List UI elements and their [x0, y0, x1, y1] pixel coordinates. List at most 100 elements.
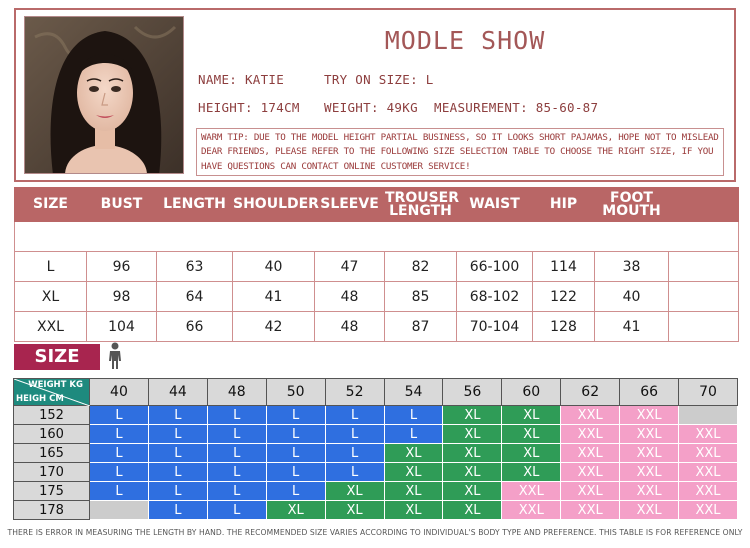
corner-diagonal-line [14, 379, 90, 406]
cell-bust: 98 [86, 281, 157, 312]
height-row-152: 152 L L L L L L XL XL XXL XXL [13, 405, 738, 425]
person-icon [109, 342, 121, 369]
cell-blank [668, 311, 739, 342]
size-cell: L [265, 405, 326, 425]
cell-waist: 66-100 [456, 251, 533, 282]
cell-trouser-length: 87 [384, 311, 457, 342]
weight-66: 66 [619, 378, 680, 406]
weight-40: 40 [89, 378, 149, 406]
weight-axis-label: WEIGHT KG [28, 380, 83, 390]
model-photo [24, 16, 184, 174]
size-cell: XXL [619, 424, 680, 444]
header-trouser-length: TROUSER LENGTH [384, 187, 459, 222]
height-row-175: 175 L L L L XL XL XL XXL XXL XXL XXL [13, 481, 738, 501]
size-cell: L [206, 462, 267, 482]
size-cell: XL [442, 405, 503, 425]
height-row-170: 170 L L L L L XL XL XL XXL XXL XXL [13, 462, 738, 482]
size-measurement-table: SIZE BUST LENGTH SHOULDER SLEEVE TROUSER… [14, 187, 739, 342]
size-cell: L [324, 443, 385, 463]
size-row-xl: XL 98 64 41 48 85 68-102 122 40 [14, 281, 739, 312]
size-cell: XL [501, 424, 562, 444]
size-cell [89, 500, 149, 520]
size-cell: L [147, 481, 208, 501]
size-row-xxl: XXL 104 66 42 48 87 70-104 128 41 [14, 311, 739, 342]
size-cell: L [147, 500, 208, 520]
size-row-l: L 96 63 40 47 82 66-100 114 38 [14, 251, 739, 282]
size-cell: L [147, 405, 208, 425]
weight-header-row: WEIGHT KG HEIGH CM 40 44 48 50 52 54 56 60 62 66 7… [13, 378, 738, 406]
size-cell: L [324, 405, 385, 425]
size-cell: XXL [560, 405, 621, 425]
weight-56: 56 [442, 378, 503, 406]
size-cell: XXL [678, 424, 738, 444]
size-cell: L [89, 481, 149, 501]
model-try-on-size: TRY ON SIZE: L [324, 72, 434, 87]
size-cell: XXL [678, 443, 738, 463]
height-175: 175 [13, 481, 90, 501]
blank-cell [14, 221, 739, 252]
weight-48: 48 [206, 378, 267, 406]
model-height: HEIGHT: 174CM [198, 100, 300, 115]
size-cell: L [265, 443, 326, 463]
size-cell: XL [383, 443, 444, 463]
size-cell: L [206, 405, 267, 425]
size-cell: L [206, 500, 267, 520]
cell-blank [668, 281, 739, 312]
cell-length: 64 [156, 281, 233, 312]
size-cell: L [89, 424, 149, 444]
size-cell: L [265, 481, 326, 501]
size-cell: XXL [678, 481, 738, 501]
model-card: MODLE SHOW NAME: KATIE TRY ON SIZE: L HE… [14, 8, 736, 182]
size-cell: XL [442, 481, 503, 501]
header-blank [668, 187, 739, 222]
model-show-title: MODLE SHOW [384, 26, 546, 55]
cell-shoulder: 42 [232, 311, 315, 342]
height-row-160: 160 L L L L L L XL XL XXL XXL XXL [13, 424, 738, 444]
cell-trouser-length: 85 [384, 281, 457, 312]
size-cell: XL [324, 481, 385, 501]
model-portrait-image [25, 17, 183, 173]
size-cell: L [206, 424, 267, 444]
size-cell: L [265, 424, 326, 444]
header-length: LENGTH [156, 187, 233, 222]
cell-hip: 114 [532, 251, 595, 282]
chart-corner-cell: WEIGHT KG HEIGH CM [13, 378, 90, 406]
cell-length: 66 [156, 311, 233, 342]
size-cell: XL [501, 462, 562, 482]
height-165: 165 [13, 443, 90, 463]
size-cell: XXL [619, 481, 680, 501]
size-cell: L [206, 443, 267, 463]
cell-sleeve: 48 [314, 281, 385, 312]
size-table-header-row: SIZE BUST LENGTH SHOULDER SLEEVE TROUSER… [14, 187, 739, 222]
cell-size: XL [14, 281, 87, 312]
height-160: 160 [13, 424, 90, 444]
size-cell: L [324, 462, 385, 482]
header-waist: WAIST [456, 187, 533, 222]
size-cell: L [147, 424, 208, 444]
weight-70: 70 [678, 378, 738, 406]
header-sleeve: SLEEVE [314, 187, 385, 222]
model-measurement: MEASUREMENT: 85-60-87 [434, 100, 599, 115]
height-axis-label: HEIGH CM [16, 394, 64, 404]
size-cell: XXL [619, 462, 680, 482]
cell-blank [668, 251, 739, 282]
cell-hip: 128 [532, 311, 595, 342]
header-foot-mouth: FOOT MOUTH [594, 187, 669, 222]
header-hip: HIP [532, 187, 595, 222]
height-152: 152 [13, 405, 90, 425]
size-cell: XL [501, 443, 562, 463]
cell-sleeve: 48 [314, 311, 385, 342]
cell-shoulder: 40 [232, 251, 315, 282]
size-cell: XXL [619, 500, 680, 520]
cell-sleeve: 47 [314, 251, 385, 282]
size-cell: XL [442, 462, 503, 482]
size-cell: L [89, 405, 149, 425]
blank-row [14, 221, 739, 252]
weight-62: 62 [560, 378, 621, 406]
size-cell: L [324, 424, 385, 444]
cell-foot-mouth: 41 [594, 311, 669, 342]
cell-bust: 96 [86, 251, 157, 282]
size-cell: XXL [501, 500, 562, 520]
header-bust: BUST [86, 187, 157, 222]
weight-60: 60 [501, 378, 562, 406]
